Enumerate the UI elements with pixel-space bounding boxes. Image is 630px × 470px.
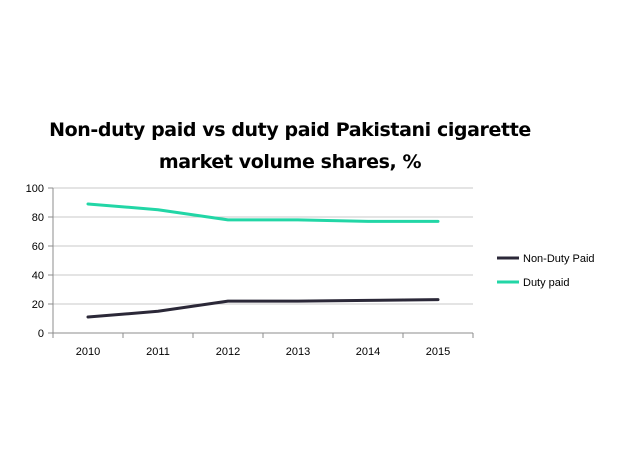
series-line-0	[86, 298, 440, 319]
legend-label: Non-Duty Paid	[523, 253, 595, 265]
legend: Non-Duty Paid Duty paid	[497, 253, 595, 289]
y-tick-label: 60	[32, 241, 44, 253]
axes: 0 20 40 60 80 100 2010 2011 2012 2013 2014 2015	[26, 183, 474, 358]
x-tick-label: 2011	[146, 346, 170, 358]
y-tick-label: 0	[38, 328, 44, 340]
x-tick-label: 2014	[356, 346, 380, 358]
gridlines	[53, 187, 473, 334]
x-tick-label: 2012	[216, 346, 240, 358]
x-tick-label: 2013	[286, 346, 310, 358]
x-tick-label: 2010	[76, 346, 100, 358]
series-lines	[86, 202, 440, 319]
legend-label: Duty paid	[523, 277, 569, 289]
chart-title-line-2: market volume shares, %	[158, 151, 422, 173]
x-tick-label: 2015	[426, 346, 450, 358]
y-tick-label: 100	[26, 183, 44, 195]
y-tick-label: 80	[32, 212, 44, 224]
series-line-1	[86, 202, 440, 223]
y-tick-label: 40	[32, 270, 44, 282]
chart-title-line-1: Non-duty paid vs duty paid Pakistani cig…	[49, 119, 531, 141]
y-tick-label: 20	[32, 299, 44, 311]
